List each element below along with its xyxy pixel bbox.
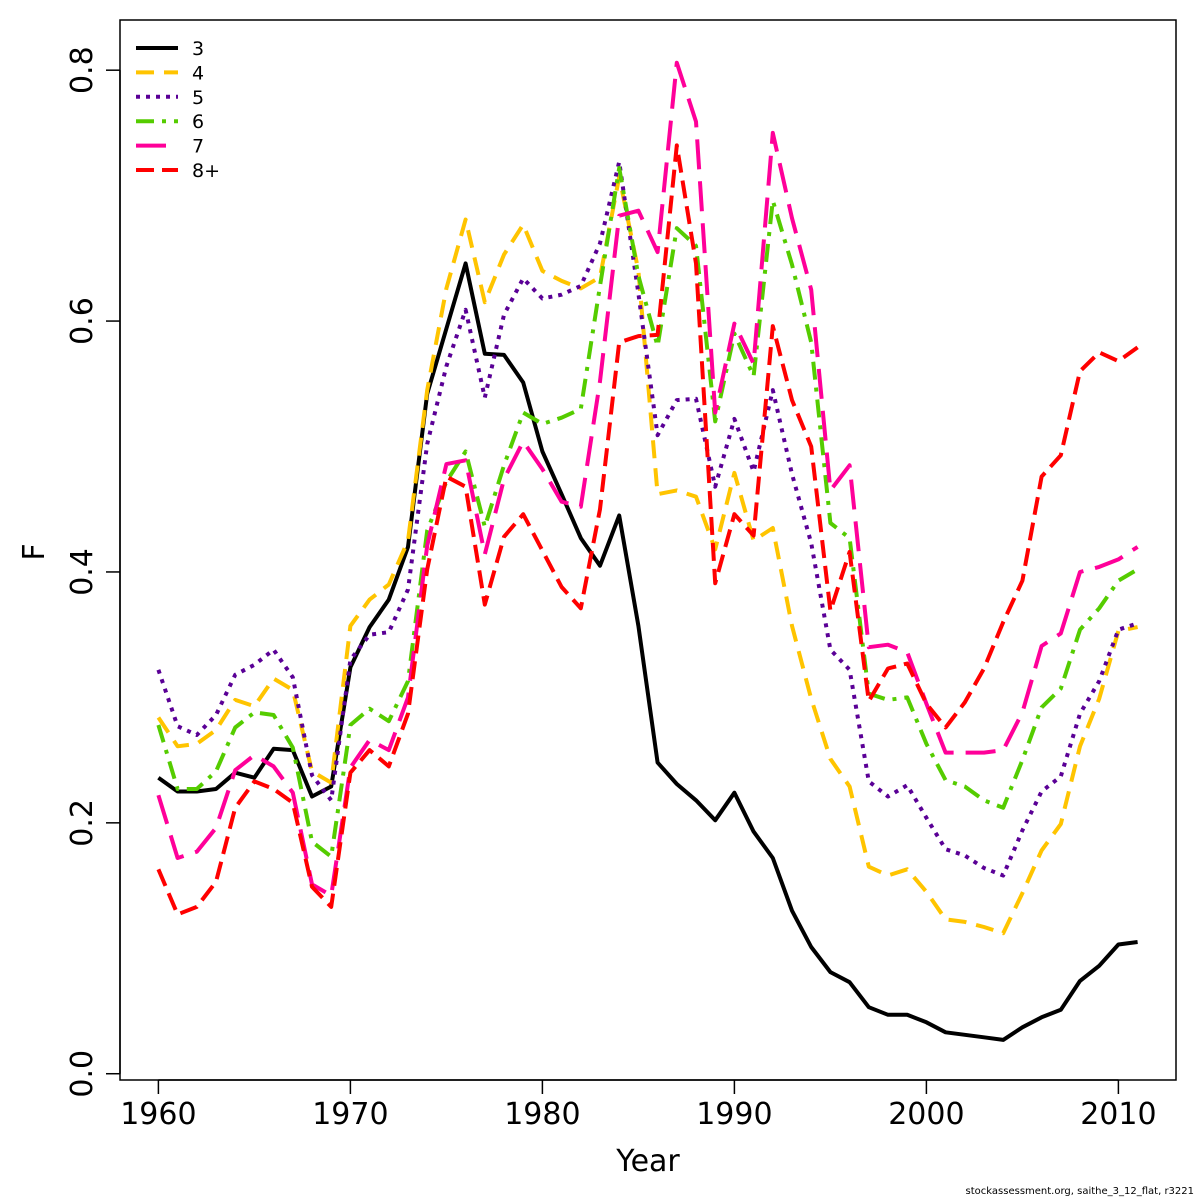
x-axis-title: Year	[615, 1144, 680, 1179]
x-tick-label: 2010	[1080, 1097, 1156, 1132]
footer-credit: stockassessment.org, saithe_3_12_flat, r…	[965, 1186, 1194, 1197]
y-axis-title: F	[17, 543, 52, 560]
x-tick-label: 1980	[504, 1097, 580, 1132]
series-line-5	[156, 159, 1139, 878]
y-tick-label: 0.0	[65, 1050, 100, 1098]
y-tick-label: 0.4	[65, 548, 100, 596]
y-tick-label: 0.2	[65, 799, 100, 847]
x-tick-label: 1990	[696, 1097, 772, 1132]
legend: 34 56 78+	[136, 38, 220, 182]
legend-label: 4	[192, 62, 204, 84]
legend-label: 7	[192, 136, 204, 158]
series-line-6	[156, 166, 1139, 859]
x-axis: 1960 1970 1980 1990 2000 2010	[120, 1079, 1157, 1132]
series-line-4	[156, 174, 1138, 936]
series-line-7	[156, 60, 1139, 898]
y-tick-label: 0.8	[65, 46, 100, 94]
plot-frame	[119, 19, 1177, 1081]
series-line-8plus	[156, 143, 1139, 917]
x-tick-label: 2000	[888, 1097, 964, 1132]
y-axis: 0.0 0.2 0.4 0.6 0.8	[65, 46, 121, 1098]
legend-label: 5	[192, 87, 204, 109]
series-layer	[156, 60, 1139, 1042]
y-tick-label: 0.6	[65, 297, 100, 345]
legend-label: 6	[192, 111, 204, 133]
x-tick-label: 1960	[120, 1097, 196, 1132]
series-line-3	[157, 261, 1138, 1042]
x-tick-label: 1970	[312, 1097, 388, 1132]
legend-label: 3	[192, 38, 204, 60]
legend-label: 8+	[192, 160, 220, 182]
